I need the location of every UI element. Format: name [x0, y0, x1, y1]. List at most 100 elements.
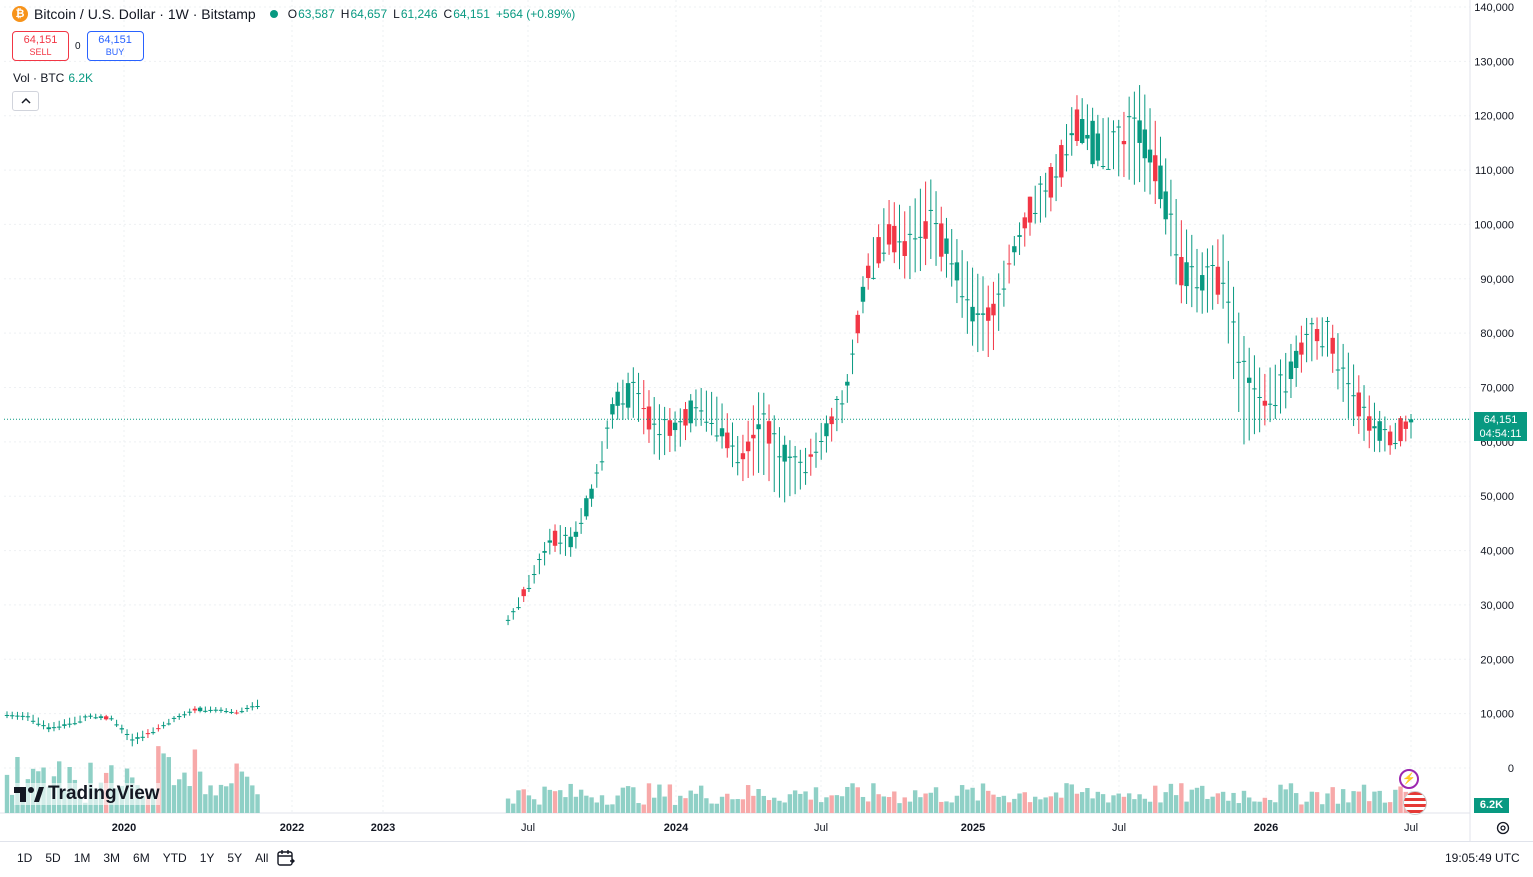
settings-gear-icon[interactable] — [1495, 820, 1511, 836]
candle-body — [871, 277, 876, 279]
candle-body — [1309, 323, 1315, 325]
candle-body — [234, 712, 239, 714]
bar-countdown: 04:54:11 — [1479, 428, 1522, 440]
volume-bar — [641, 804, 646, 813]
y-tick-label: 0 — [1508, 763, 1514, 775]
volume-bar — [244, 776, 250, 813]
collapse-legend-button[interactable] — [12, 91, 39, 111]
volume-bar — [1012, 798, 1017, 813]
candle-body — [975, 313, 980, 315]
candle-body — [599, 461, 605, 463]
volume-bar — [610, 804, 615, 813]
volume-bar — [1095, 791, 1101, 813]
range-button-5d[interactable]: 5D — [45, 851, 61, 865]
candle-body — [72, 723, 78, 725]
high-value: 64,657 — [350, 7, 388, 21]
candle-body — [813, 451, 819, 453]
candle-body — [250, 706, 255, 708]
candle-body — [620, 403, 626, 405]
candle-body — [1215, 266, 1221, 295]
volume-bar — [845, 786, 850, 813]
volume-legend[interactable]: Vol · BTC 6.2K — [13, 71, 93, 85]
candle-body — [10, 715, 15, 717]
candle-body — [521, 589, 526, 597]
candle-body — [745, 441, 751, 452]
volume-bar — [798, 793, 803, 813]
volume-bar — [1346, 802, 1351, 813]
bitcoin-icon: ₿ — [12, 6, 28, 22]
volume-bar — [657, 784, 662, 813]
volume-bar — [1252, 801, 1257, 813]
volume-bar — [1377, 790, 1382, 813]
volume-bar — [1367, 801, 1372, 813]
candle-body — [1121, 140, 1127, 145]
sell-button[interactable]: 64,151 SELL — [12, 31, 69, 61]
volume-bar — [1090, 798, 1095, 813]
candle-body — [1398, 418, 1403, 442]
lightning-icon[interactable]: ⚡ — [1399, 769, 1419, 789]
volume-bar — [651, 797, 657, 813]
tradingview-logo[interactable]: TradingView — [14, 783, 160, 805]
range-button-1d[interactable]: 1D — [17, 851, 33, 865]
candle-body — [772, 433, 777, 435]
candle-body — [1132, 117, 1137, 119]
us-flag-icon[interactable] — [1403, 791, 1427, 815]
candle-body — [1111, 131, 1116, 133]
volume-bar — [1100, 794, 1106, 813]
volume-bar — [1126, 793, 1132, 813]
volume-bar — [1017, 793, 1022, 813]
volume-bar — [605, 804, 610, 813]
volume-bar — [813, 787, 819, 813]
candle-body — [1262, 400, 1268, 406]
volume-bar — [756, 789, 761, 813]
volume-bar — [192, 749, 198, 813]
candle-body — [1340, 367, 1346, 369]
candle-body — [855, 314, 860, 334]
candle-body — [631, 381, 636, 383]
candle-body — [709, 422, 714, 424]
volume-bar — [735, 799, 740, 813]
calendar-goto-icon[interactable] — [276, 849, 296, 867]
candle-body — [704, 421, 709, 423]
candle-body — [1361, 406, 1367, 408]
candle-body — [1090, 120, 1095, 165]
candle-body — [939, 223, 944, 257]
candle-body — [918, 236, 923, 238]
candle-body — [46, 727, 51, 730]
volume-bar — [594, 802, 599, 813]
range-button-1y[interactable]: 1Y — [199, 851, 215, 865]
volume-bar — [1231, 792, 1236, 813]
buy-button[interactable]: 64,151 BUY — [86, 31, 144, 61]
range-button-3m[interactable]: 3M — [103, 851, 121, 865]
symbol-title[interactable]: Bitcoin / U.S. Dollar · 1W · Bitstamp — [34, 6, 256, 22]
volume-bar — [923, 793, 928, 813]
volume-bar — [829, 795, 834, 813]
range-button-1m[interactable]: 1M — [73, 851, 91, 865]
range-button-all[interactable]: All — [255, 851, 269, 865]
candle-body — [1142, 129, 1148, 159]
candle-body — [678, 421, 683, 423]
volume-bar — [182, 772, 187, 813]
candle-body — [1288, 361, 1294, 379]
candle-body — [1168, 213, 1174, 215]
range-button-ytd[interactable]: YTD — [162, 851, 187, 865]
candle-body — [552, 530, 558, 546]
volume-bar — [1200, 785, 1205, 813]
volume-bar — [693, 793, 699, 813]
candle-body — [103, 716, 109, 720]
price-chart[interactable]: 010,00020,00030,00040,00050,00060,00070,… — [0, 0, 1533, 841]
volume-bar — [834, 795, 840, 813]
candle-body — [1247, 377, 1252, 383]
candle-body — [1043, 190, 1048, 192]
volume-bar — [1309, 791, 1315, 813]
candle-body — [1330, 337, 1335, 354]
utc-clock[interactable]: 19:05:49 UTC — [1445, 851, 1520, 865]
range-button-6m[interactable]: 6M — [133, 851, 150, 865]
range-button-5y[interactable]: 5Y — [227, 851, 243, 865]
volume-bar — [1304, 801, 1309, 813]
volume-bar — [1215, 793, 1221, 813]
volume-bar — [719, 796, 725, 813]
volume-bar — [511, 803, 516, 813]
volume-bar — [787, 794, 793, 813]
volume-bar — [725, 793, 730, 813]
